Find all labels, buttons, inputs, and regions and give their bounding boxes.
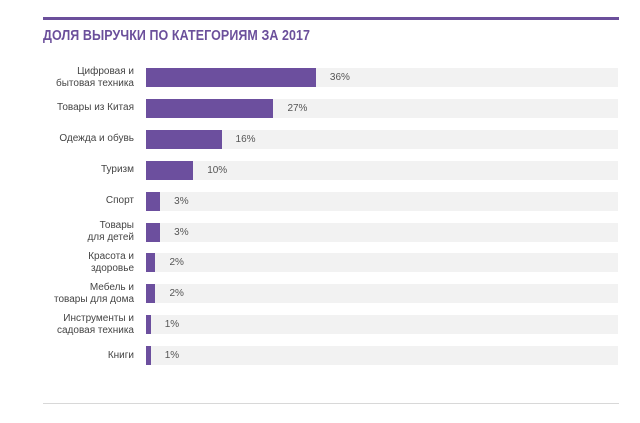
value-label: 16% bbox=[235, 133, 256, 145]
bar bbox=[146, 129, 222, 149]
bar bbox=[146, 346, 151, 366]
category-label-line: Книги bbox=[107, 349, 134, 361]
category-label-line: для детей bbox=[87, 232, 134, 243]
bar bbox=[146, 160, 194, 180]
top-divider bbox=[43, 17, 619, 20]
category-label-line: товары для дома bbox=[53, 293, 134, 305]
bar bbox=[146, 98, 274, 118]
value-label: 1% bbox=[164, 319, 180, 331]
value-label: 2% bbox=[169, 257, 184, 269]
category-label-line: Туризм bbox=[100, 164, 134, 176]
category-label: Книги bbox=[108, 350, 134, 362]
bar-track bbox=[146, 346, 618, 366]
value-label: 27% bbox=[287, 102, 308, 114]
value-label: 1% bbox=[164, 350, 180, 362]
category-label-line: Красота и bbox=[88, 250, 134, 262]
category-label: Товары для детей bbox=[87, 220, 134, 244]
bar-track bbox=[146, 253, 618, 273]
category-label-line: Товары bbox=[99, 220, 134, 231]
value-label: 3% bbox=[174, 226, 189, 238]
bar bbox=[146, 222, 161, 242]
category-label-line: Инструменты и bbox=[63, 312, 134, 324]
category-label-line: Цифровая и bbox=[77, 65, 134, 77]
category-label-line: Мебель и bbox=[89, 281, 134, 293]
bar-track bbox=[146, 315, 618, 335]
bar bbox=[146, 191, 161, 211]
bar bbox=[146, 68, 316, 87]
category-label-line: Спорт bbox=[105, 195, 134, 207]
value-label: 10% bbox=[207, 164, 228, 176]
bar-track bbox=[146, 284, 618, 304]
category-label: Товары из Китая bbox=[57, 102, 134, 114]
category-label: Туризм bbox=[101, 164, 134, 176]
chart-title: ДОЛЯ ВЫРУЧКИ ПО КАТЕГОРИЯМ ЗА 2017 bbox=[43, 28, 311, 44]
category-label: Инструменты и садовая техника bbox=[57, 313, 134, 337]
category-label: Спорт bbox=[106, 195, 134, 207]
bar bbox=[146, 284, 156, 304]
category-label-line: бытовая техника bbox=[56, 77, 134, 89]
value-label: 2% bbox=[169, 288, 184, 300]
bar-track bbox=[146, 191, 618, 211]
category-label-line: Одежда и обувь bbox=[59, 133, 134, 145]
category-label: Красота и здоровье bbox=[88, 251, 134, 275]
category-label: Одежда и обувь bbox=[59, 133, 134, 145]
value-label: 36% bbox=[329, 72, 350, 83]
category-label-line: садовая техника bbox=[57, 324, 134, 336]
bar bbox=[146, 315, 151, 335]
category-label: Мебель и товары для дома bbox=[54, 282, 134, 306]
bar-track bbox=[146, 222, 618, 242]
bottom-divider bbox=[43, 403, 619, 404]
category-label-line: здоровье bbox=[91, 262, 134, 274]
value-label: 3% bbox=[174, 195, 189, 207]
bar-track bbox=[146, 129, 618, 149]
bar-track bbox=[146, 160, 618, 180]
category-label: Цифровая и бытовая техника bbox=[56, 66, 134, 90]
category-label-line: Товары из Китая bbox=[57, 102, 134, 114]
bar bbox=[146, 253, 156, 273]
